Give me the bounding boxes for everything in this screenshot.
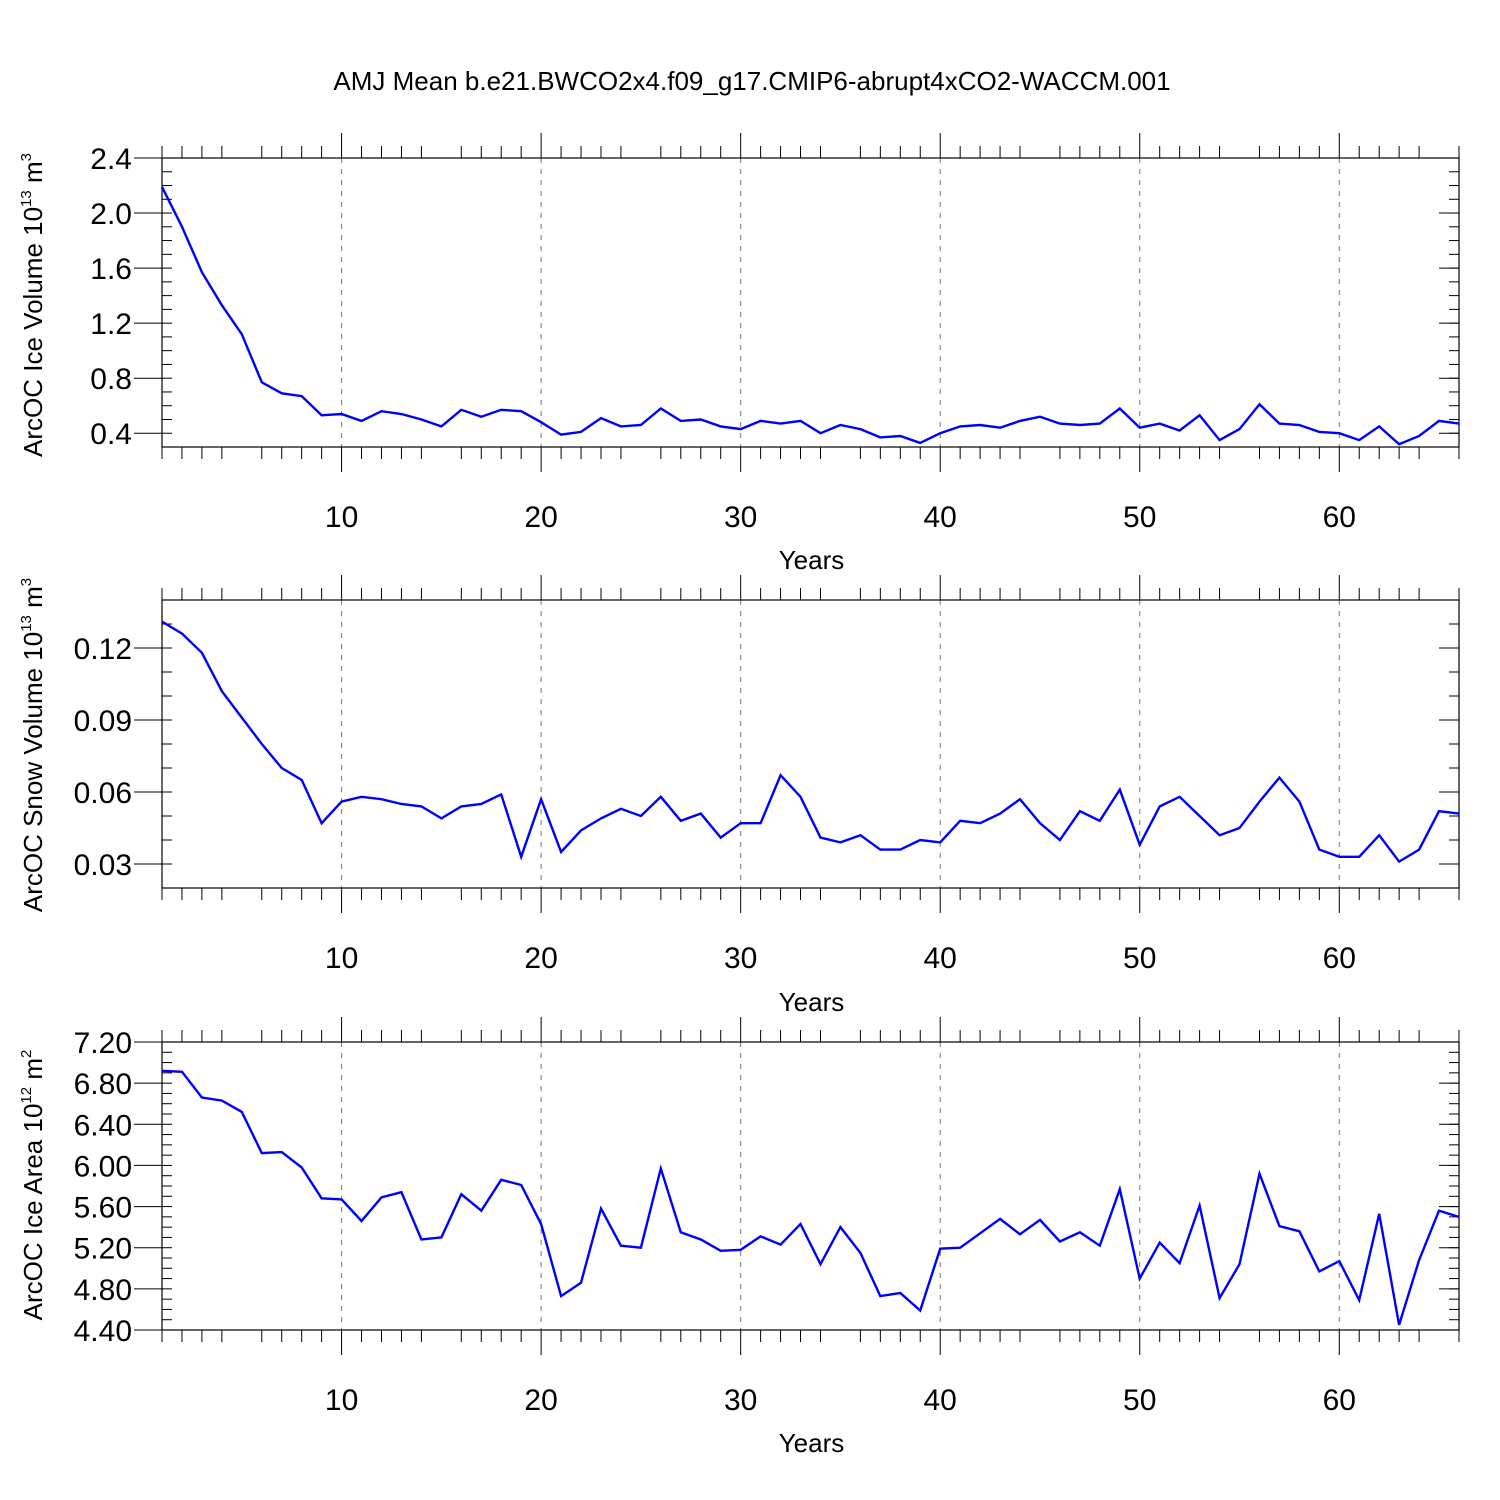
x-tick-label: 60 [1323,501,1356,534]
y-axis-label-text: ArcOC Snow Volume 10 [18,632,48,912]
y-axis-label-superscript: 3 [18,578,35,586]
y-axis-label-superscript: 12 [18,1087,35,1104]
plot-frame [161,599,1460,889]
x-tick-label: 50 [1123,1384,1156,1417]
y-tick-label: 4.40 [74,1315,132,1348]
y-tick-label: 0.06 [74,777,132,810]
x-tick-label: 30 [724,501,757,534]
y-tick-label: 1.2 [90,308,132,341]
y-tick-label: 0.03 [74,849,132,882]
y-tick-label: 6.80 [74,1068,132,1101]
y-tick-label: 0.12 [74,633,132,666]
y-tick-label: 7.20 [74,1027,132,1060]
x-tick-label: 20 [524,501,557,534]
chart-title: AMJ Mean b.e21.BWCO2x4.f09_g17.CMIP6-abr… [333,66,1170,96]
y-tick-label: 0.8 [90,363,132,396]
y-axis-label-superscript: 3 [18,153,35,161]
x-tick-label: 30 [724,942,757,975]
y-tick-label: 2.4 [90,143,132,176]
x-tick-label: 60 [1323,1384,1356,1417]
panel-ice-area: 10 20 30 40 50 60 Years 4.40 4.80 5.20 5.60 6.00 6.4… [18,1017,1460,1458]
y-axis-label-text: m [18,161,48,190]
x-tick-label: 10 [325,501,358,534]
series-line [161,1069,1460,1326]
y-tick-label: 4.80 [74,1274,132,1307]
panel-ice-volume: 10 20 30 40 50 60 Years 0.4 0.8 1.2 1.6 2.0 2.4 ArcOC… [18,133,1460,575]
y-axis-label-superscript: 13 [18,615,35,632]
x-tick-label: 40 [924,942,957,975]
y-tick-label: 5.20 [74,1233,132,1266]
y-tick-label: 0.4 [90,418,132,451]
x-tick-label: 40 [924,501,957,534]
y-axis-label-text: ArcOC Ice Area 10 [18,1104,48,1321]
x-tick-label: 30 [724,1384,757,1417]
y-tick-label: 6.00 [74,1150,132,1183]
y-tick-label: 2.0 [90,198,132,231]
series-line [160,186,1460,446]
y-tick-label: 6.40 [74,1109,132,1142]
y-axis-label: ArcOC Snow Volume 1013 m3 [18,578,48,912]
y-axis-label-text: ArcOC Ice Volume 10 [18,207,48,457]
y-tick-label: 1.6 [90,253,132,286]
x-axis-label: Years [779,1428,845,1458]
x-axis-label: Years [779,545,845,575]
plot-frame [161,157,1460,448]
x-tick-label: 60 [1323,942,1356,975]
x-tick-label: 50 [1123,942,1156,975]
x-tick-label: 40 [924,1384,957,1417]
y-axis-label: ArcOC Ice Volume 1013 m3 [18,153,48,457]
x-tick-label: 20 [524,1384,557,1417]
series-line [161,620,1460,864]
x-tick-label: 10 [325,1384,358,1417]
x-tick-label: 20 [524,942,557,975]
y-axis-label-superscript: 13 [18,190,35,207]
y-tick-label: 0.09 [74,705,132,738]
panel-snow-volume: 10 20 30 40 50 60 Years 0.03 0.06 0.09 0.12 ArcOC S… [18,575,1460,1017]
y-axis-label: ArcOC Ice Area 1012 m2 [18,1050,48,1321]
y-tick-label: 5.60 [74,1192,132,1225]
x-tick-label: 10 [325,942,358,975]
x-tick-label: 50 [1123,501,1156,534]
y-axis-label-text: m [18,586,48,615]
plot-frame [161,1041,1460,1331]
y-axis-label-text: m [18,1058,48,1087]
y-axis-label-superscript: 2 [18,1050,35,1058]
x-axis-label: Years [779,987,845,1017]
